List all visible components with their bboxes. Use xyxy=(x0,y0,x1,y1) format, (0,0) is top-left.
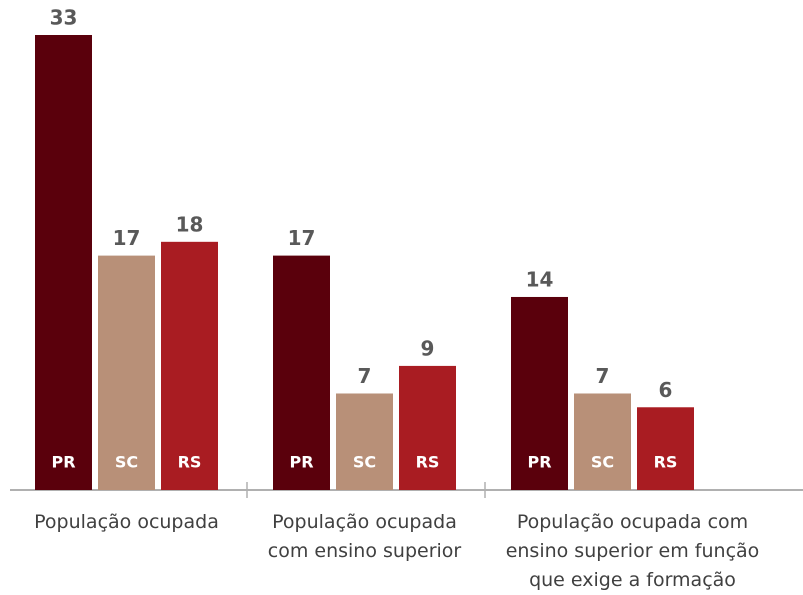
value-label: 17 xyxy=(288,226,316,250)
value-label: 9 xyxy=(421,336,435,360)
series-label: SC xyxy=(115,453,138,472)
bar xyxy=(98,255,155,490)
x-tick-label: População ocupada com ensino superior em… xyxy=(505,511,760,591)
series-label: PR xyxy=(51,453,75,472)
value-label: 33 xyxy=(50,6,78,30)
bar xyxy=(574,393,631,490)
value-label: 18 xyxy=(176,212,204,236)
series-label: PR xyxy=(527,453,551,472)
bar xyxy=(273,255,330,490)
bar xyxy=(399,365,456,490)
bar xyxy=(161,241,218,490)
series-label: SC xyxy=(591,453,614,472)
bar xyxy=(336,393,393,490)
x-tick-label: População ocupada com ensino superior xyxy=(267,511,462,562)
value-label: 7 xyxy=(358,364,372,388)
series-label: RS xyxy=(654,453,678,472)
value-label: 6 xyxy=(659,378,673,402)
bar xyxy=(35,35,92,490)
series-label: RS xyxy=(416,453,440,472)
bar xyxy=(637,407,694,490)
x-tick-label: População ocupada xyxy=(34,511,219,533)
bar xyxy=(511,296,568,490)
value-label: 17 xyxy=(113,226,141,250)
series-label: SC xyxy=(353,453,376,472)
value-label: 14 xyxy=(526,267,554,291)
value-label: 7 xyxy=(596,364,610,388)
series-label: PR xyxy=(289,453,313,472)
series-label: RS xyxy=(178,453,202,472)
